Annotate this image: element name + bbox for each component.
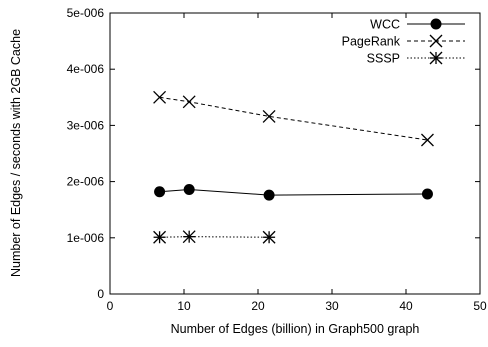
legend-label-sssp: SSSP	[367, 52, 400, 66]
data-point-wcc	[263, 189, 275, 201]
series-line-wcc	[159, 188, 428, 196]
x-tick-label: 50	[473, 299, 487, 313]
x-tick-label: 0	[107, 299, 114, 313]
legend: WCC PageRank SSSP	[342, 18, 465, 66]
x-tick-label: 30	[325, 299, 339, 313]
y-tick-label: 4e-006	[67, 62, 105, 76]
y-axis: 0 1e-006 2e-006 3e-006 4e-006 5e-006	[67, 6, 480, 301]
series-line-sssp	[159, 236, 270, 238]
x-axis: 0 10 20 30 40 50	[107, 13, 487, 313]
y-axis-label: Number of Edges / seconds with 2GB Cache	[9, 29, 23, 277]
x-tick-label: 20	[251, 299, 265, 313]
data-point-pagerank	[182, 95, 196, 109]
series-line-pagerank	[159, 96, 428, 141]
x-axis-label: Number of Edges (billion) in Graph500 gr…	[171, 322, 420, 336]
y-tick-label: 3e-006	[67, 118, 105, 132]
x-tick-label: 40	[399, 299, 413, 313]
data-point-sssp	[262, 230, 276, 244]
data-point-wcc	[154, 186, 166, 198]
legend-marker-sssp	[429, 51, 443, 65]
data-point-pagerank	[262, 109, 276, 123]
legend-label-pagerank: PageRank	[342, 35, 401, 49]
legend-label-wcc: WCC	[370, 18, 400, 32]
legend-marker-wcc	[430, 18, 442, 30]
data-point-pagerank	[153, 90, 167, 104]
plot-frame	[109, 12, 481, 295]
y-tick-label: 0	[97, 287, 104, 301]
data-point-sssp	[153, 230, 167, 244]
legend-marker-pagerank	[429, 34, 443, 48]
series-layer	[153, 90, 434, 244]
x-tick-label: 10	[177, 299, 191, 313]
data-point-wcc	[183, 183, 195, 195]
y-tick-label: 5e-006	[67, 6, 105, 20]
y-tick-label: 2e-006	[67, 175, 105, 189]
data-point-sssp	[182, 230, 196, 244]
data-point-pagerank	[421, 133, 434, 147]
data-point-wcc	[421, 188, 433, 200]
y-tick-label: 1e-006	[67, 231, 105, 245]
